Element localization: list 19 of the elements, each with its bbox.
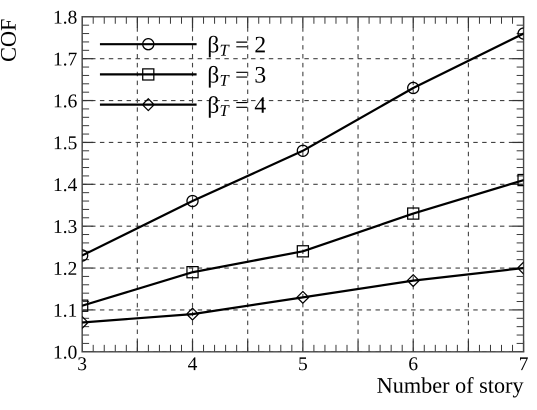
y-tick-label: 1.5 xyxy=(54,136,77,150)
x-tick-label: 7 xyxy=(520,357,528,370)
y-tick-label: 1.0 xyxy=(54,346,77,359)
y-tick-label: 1.3 xyxy=(54,220,77,234)
legend-label: β$_{T}$ = 2 xyxy=(208,36,265,58)
y-tick-label: 1.7 xyxy=(54,52,77,66)
y-axis-title: COF xyxy=(0,19,16,61)
y-tick-label: 1.6 xyxy=(54,94,77,108)
x-axis-title: Number of story xyxy=(377,377,524,398)
y-tick-label: 1.1 xyxy=(54,304,76,317)
legend-label: β$_{T}$ = 3 xyxy=(208,66,266,88)
x-tick-label: 4 xyxy=(188,357,198,370)
y-tick-label: 1.8 xyxy=(54,10,77,24)
legend-label: β$_{T}$ = 4 xyxy=(208,96,266,118)
x-tick-label: 5 xyxy=(299,357,307,370)
y-tick-label: 1.4 xyxy=(54,178,77,192)
y-tick-label: 1.2 xyxy=(54,262,76,276)
x-tick-label: 6 xyxy=(409,357,418,370)
x-tick-label: 3 xyxy=(78,357,86,370)
